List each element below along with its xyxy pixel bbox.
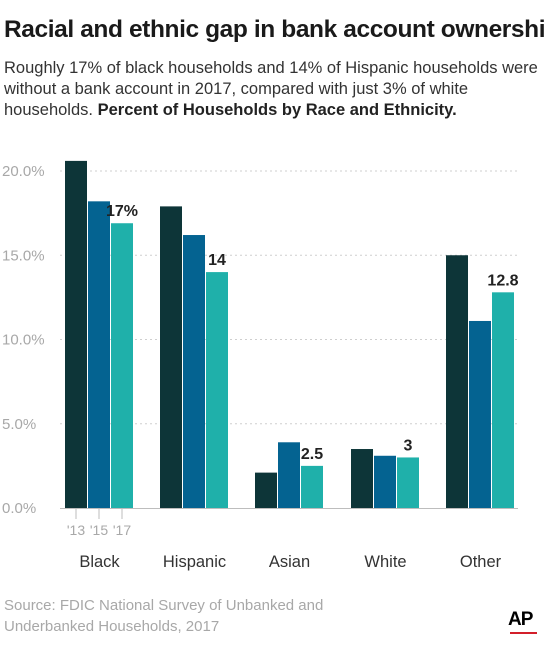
bar-other-1 xyxy=(469,320,491,508)
bar-black-0 xyxy=(65,160,87,508)
bar-asian-1 xyxy=(278,442,300,508)
bar-white-0 xyxy=(351,449,373,508)
category-label: Asian xyxy=(269,553,310,571)
data-label: 14 xyxy=(208,252,226,269)
y-tick-label: 5.0% xyxy=(2,416,36,433)
year-label: '17 xyxy=(113,522,131,538)
year-label: '15 xyxy=(90,522,108,538)
source-line-2: Underbanked Households, 2017 xyxy=(4,618,220,635)
source-note: Source: FDIC National Survey of Unbanked… xyxy=(4,595,424,637)
y-tick-label: 15.0% xyxy=(2,247,45,264)
bar-hispanic-0 xyxy=(160,206,182,508)
bar-other-2 xyxy=(492,292,514,508)
category-label: Other xyxy=(460,553,502,571)
source-line-1: Source: FDIC National Survey of Unbanked… xyxy=(4,597,324,614)
bar-asian-0 xyxy=(255,472,277,508)
bar-asian-2 xyxy=(301,465,323,508)
ap-logo-underline xyxy=(510,632,537,634)
data-label: 12.8 xyxy=(487,272,518,289)
bar-black-2 xyxy=(111,223,133,509)
subtitle-line-2: without a bank account in 2017, compared… xyxy=(4,80,469,98)
subtitle-bold: Percent of Households by Race and Ethnic… xyxy=(97,101,457,119)
y-tick-label: 0.0% xyxy=(2,500,36,517)
bar-white-2 xyxy=(397,457,419,508)
data-label: 2.5 xyxy=(301,446,323,463)
y-tick-label: 10.0% xyxy=(2,332,45,349)
bar-black-1 xyxy=(88,201,110,508)
category-label: Hispanic xyxy=(163,553,226,571)
bar-hispanic-2 xyxy=(206,272,228,508)
ap-logo: AP xyxy=(508,609,533,630)
chart-title: Racial and ethnic gap in bank account ow… xyxy=(4,16,546,43)
chart-subtitle: Roughly 17% of black households and 14% … xyxy=(4,58,540,121)
data-label: 17% xyxy=(106,203,138,220)
bar-chart: 0.0% 5.0% 10.0% 15.0% 20.0% 17% Black 14 Hispani… xyxy=(2,160,519,571)
year-label: '13 xyxy=(67,522,85,538)
bar-other-0 xyxy=(446,255,468,508)
bar-hispanic-1 xyxy=(183,235,205,508)
y-tick-label: 20.0% xyxy=(2,163,45,180)
data-label: 3 xyxy=(404,437,413,454)
subtitle-line-3: households. xyxy=(4,101,93,119)
category-label: Black xyxy=(79,553,120,571)
category-label: White xyxy=(364,553,406,571)
subtitle-line-1: Roughly 17% of black households and 14% … xyxy=(4,59,538,77)
bar-white-1 xyxy=(374,455,396,508)
